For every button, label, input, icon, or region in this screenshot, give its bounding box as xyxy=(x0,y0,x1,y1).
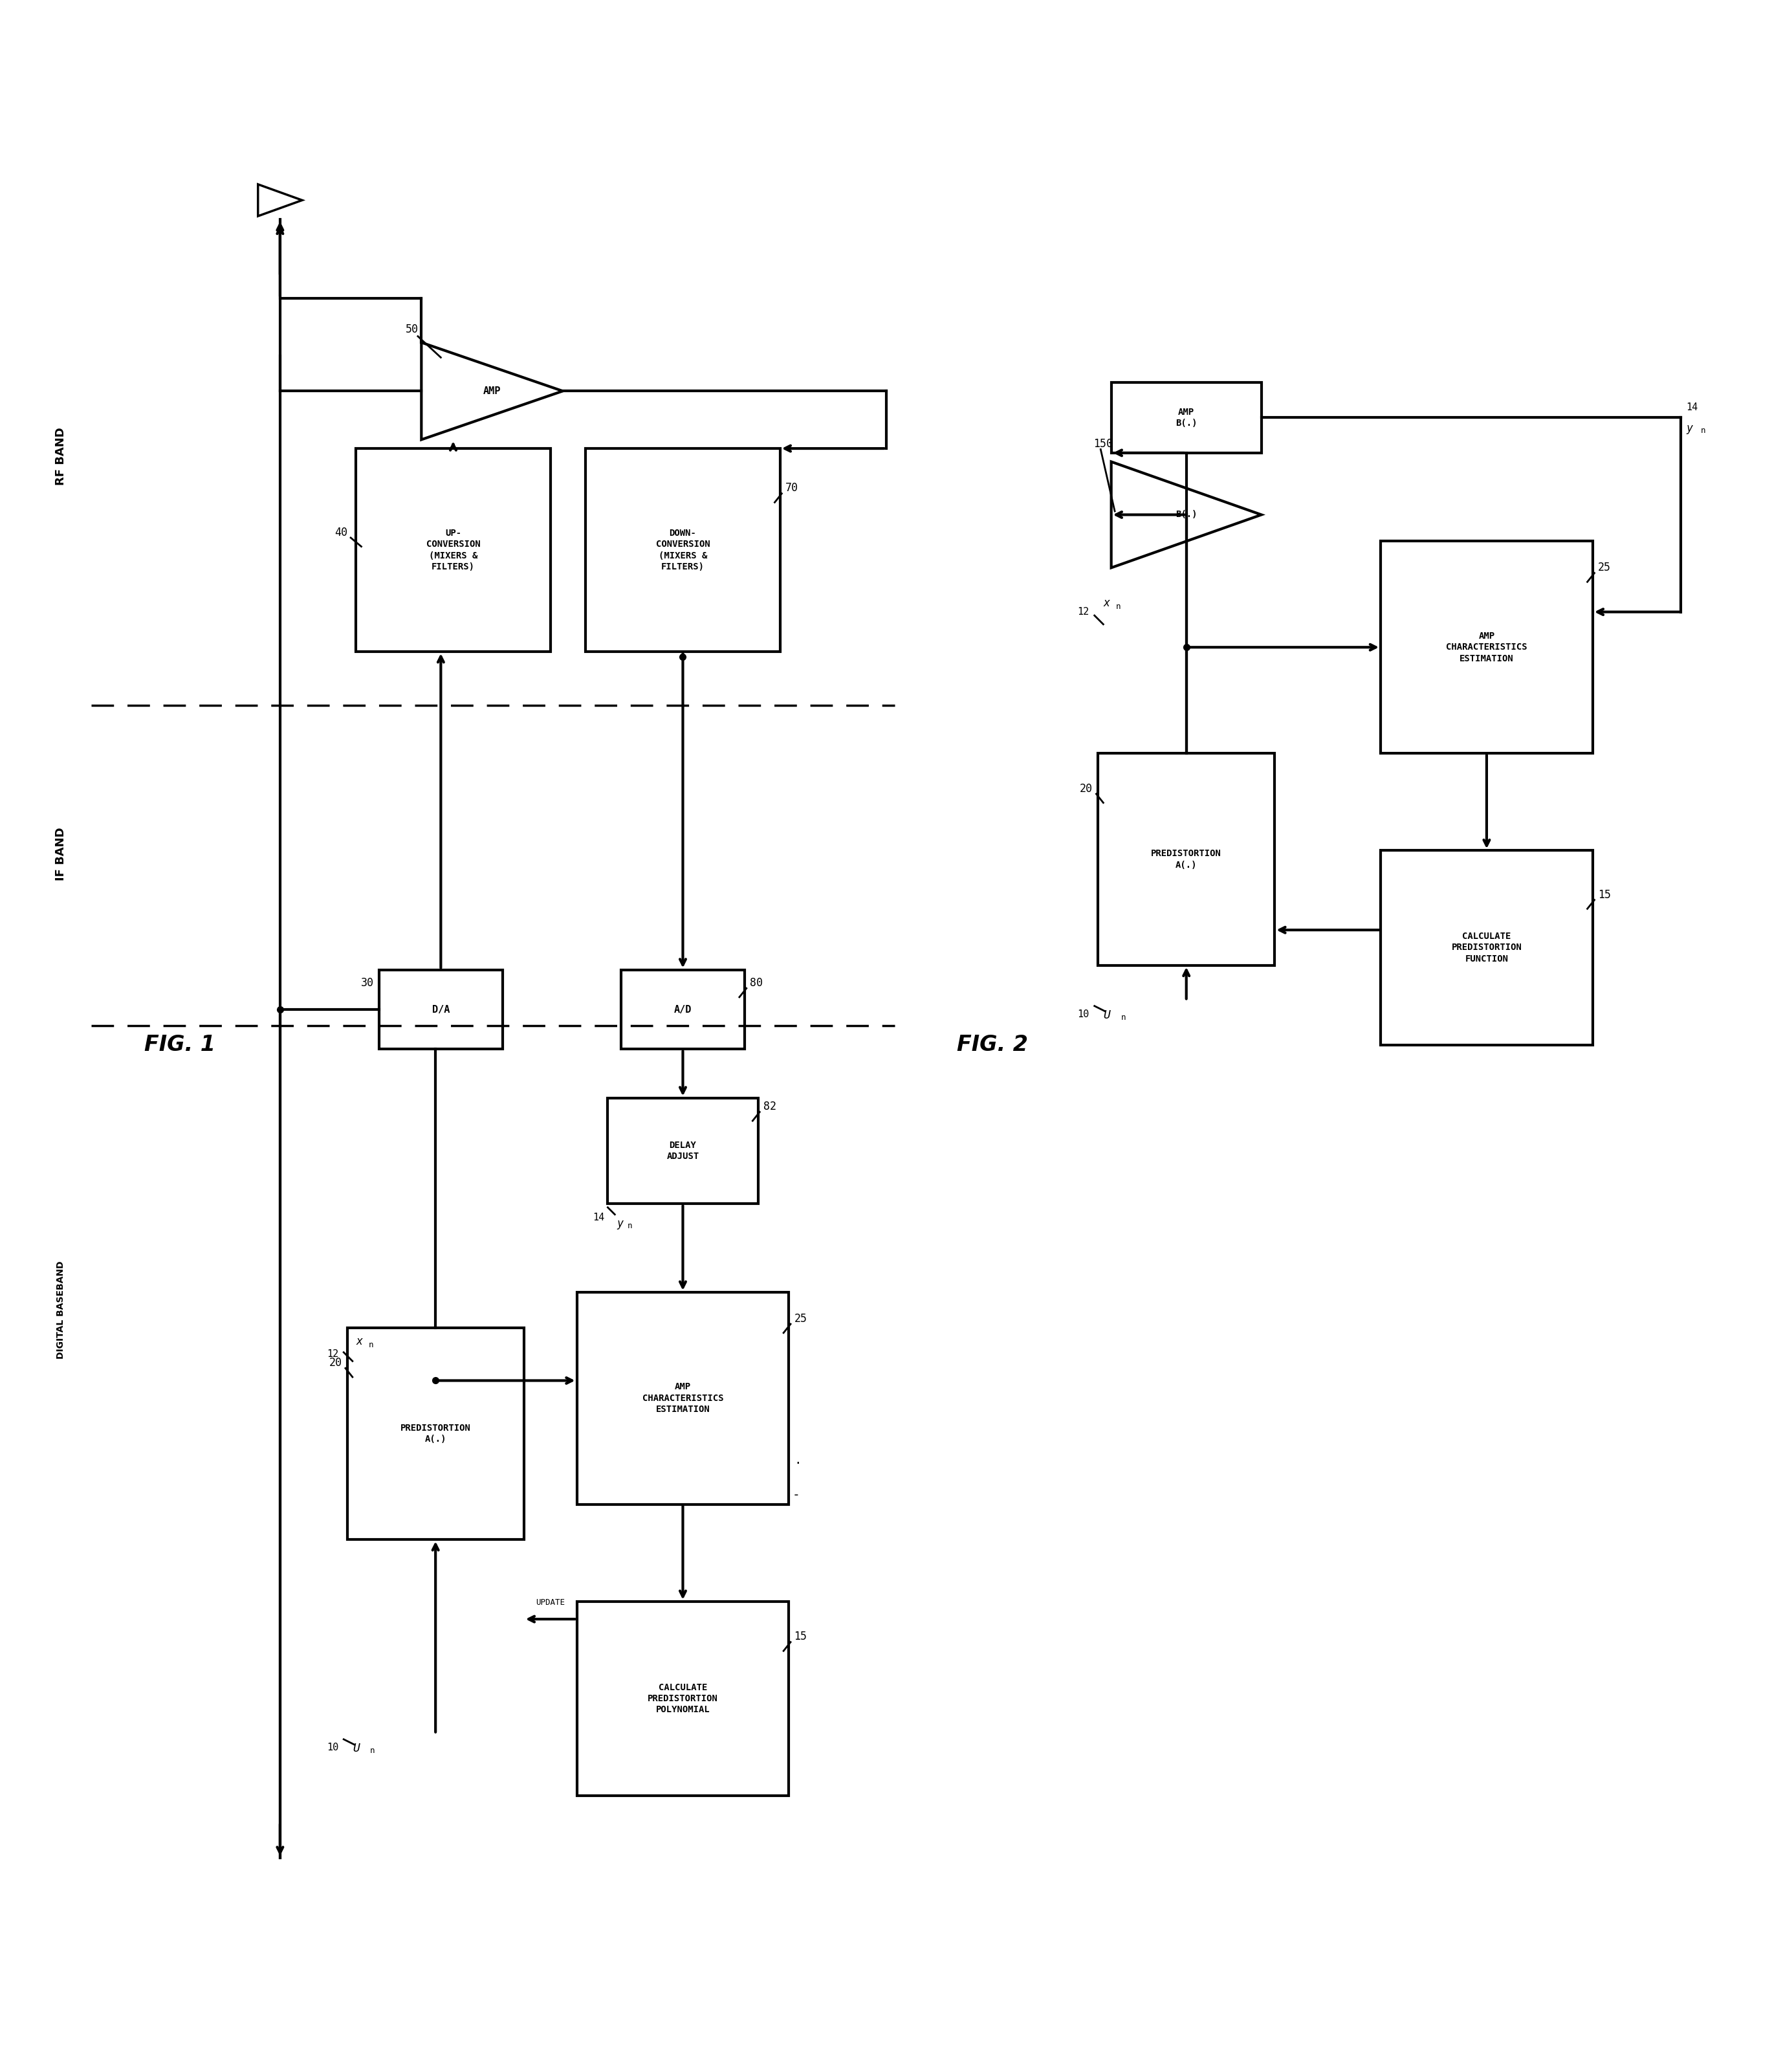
Text: y: y xyxy=(617,1218,624,1229)
Bar xyxy=(578,1602,789,1796)
Text: AMP
CHARACTERISTICS
ESTIMATION: AMP CHARACTERISTICS ESTIMATION xyxy=(1446,632,1527,663)
Text: AMP
B(.): AMP B(.) xyxy=(1175,408,1198,427)
Bar xyxy=(356,448,551,653)
Text: n: n xyxy=(370,1747,376,1755)
Bar xyxy=(1099,754,1274,966)
Text: 12: 12 xyxy=(326,1349,338,1359)
Text: x: x xyxy=(356,1336,363,1347)
Text: UPDATE: UPDATE xyxy=(535,1598,565,1606)
Text: n: n xyxy=(1122,1013,1125,1021)
Polygon shape xyxy=(422,342,563,439)
Text: U: U xyxy=(353,1743,360,1755)
Text: 82: 82 xyxy=(764,1100,776,1113)
Text: 14: 14 xyxy=(592,1212,604,1222)
Bar xyxy=(1380,541,1593,754)
Text: DOWN-
CONVERSION
(MIXERS &
FILTERS): DOWN- CONVERSION (MIXERS & FILTERS) xyxy=(656,528,711,572)
Text: 20: 20 xyxy=(330,1357,342,1370)
Text: A/D: A/D xyxy=(673,1005,691,1015)
Bar xyxy=(620,970,744,1048)
Polygon shape xyxy=(1111,462,1262,568)
Text: FIG. 2: FIG. 2 xyxy=(957,1034,1028,1055)
Text: n: n xyxy=(1116,603,1120,611)
Text: 15: 15 xyxy=(1598,889,1611,901)
Bar xyxy=(578,1293,789,1504)
Text: n: n xyxy=(369,1341,374,1349)
Text: 14: 14 xyxy=(1687,402,1698,412)
Text: CALCULATE
PREDISTORTION
FUNCTION: CALCULATE PREDISTORTION FUNCTION xyxy=(1451,932,1522,963)
Bar xyxy=(1380,850,1593,1044)
Text: 10: 10 xyxy=(1077,1009,1090,1019)
Text: .: . xyxy=(794,1455,801,1467)
Text: y: y xyxy=(1687,423,1692,435)
Text: -: - xyxy=(792,1490,799,1502)
Bar xyxy=(608,1098,758,1204)
Text: 80: 80 xyxy=(750,978,764,988)
Text: PREDISTORTION
A(.): PREDISTORTION A(.) xyxy=(400,1423,471,1444)
Text: 20: 20 xyxy=(1079,783,1093,794)
Text: IF BAND: IF BAND xyxy=(55,827,67,881)
Text: D/A: D/A xyxy=(432,1005,450,1015)
Bar xyxy=(379,970,503,1048)
Text: 50: 50 xyxy=(406,323,418,336)
Text: PREDISTORTION
A(.): PREDISTORTION A(.) xyxy=(1152,850,1221,870)
Text: U: U xyxy=(1104,1009,1111,1021)
Text: 25: 25 xyxy=(1598,562,1611,574)
Text: DIGITAL BASEBAND: DIGITAL BASEBAND xyxy=(57,1262,66,1359)
Text: DELAY
ADJUST: DELAY ADJUST xyxy=(666,1142,700,1160)
Bar xyxy=(347,1328,525,1539)
Text: AMP: AMP xyxy=(484,385,501,396)
Text: 30: 30 xyxy=(361,978,374,988)
Text: 15: 15 xyxy=(794,1631,806,1643)
Text: 12: 12 xyxy=(1077,607,1090,617)
Text: B(.): B(.) xyxy=(1175,510,1198,520)
Text: n: n xyxy=(1701,427,1705,435)
Text: CALCULATE
PREDISTORTION
POLYNOMIAL: CALCULATE PREDISTORTION POLYNOMIAL xyxy=(647,1682,718,1714)
Text: UP-
CONVERSION
(MIXERS &
FILTERS): UP- CONVERSION (MIXERS & FILTERS) xyxy=(425,528,480,572)
Text: 70: 70 xyxy=(785,483,797,493)
Text: n: n xyxy=(627,1222,633,1231)
Text: FIG. 1: FIG. 1 xyxy=(144,1034,214,1055)
Text: 25: 25 xyxy=(794,1314,806,1324)
Text: x: x xyxy=(1104,597,1109,609)
Bar xyxy=(1111,381,1262,454)
Bar xyxy=(587,448,780,653)
Text: AMP
CHARACTERISTICS
ESTIMATION: AMP CHARACTERISTICS ESTIMATION xyxy=(641,1382,723,1413)
Text: RF BAND: RF BAND xyxy=(55,427,67,485)
Text: 150: 150 xyxy=(1093,439,1113,450)
Text: 10: 10 xyxy=(326,1743,338,1753)
Text: 40: 40 xyxy=(335,526,347,539)
